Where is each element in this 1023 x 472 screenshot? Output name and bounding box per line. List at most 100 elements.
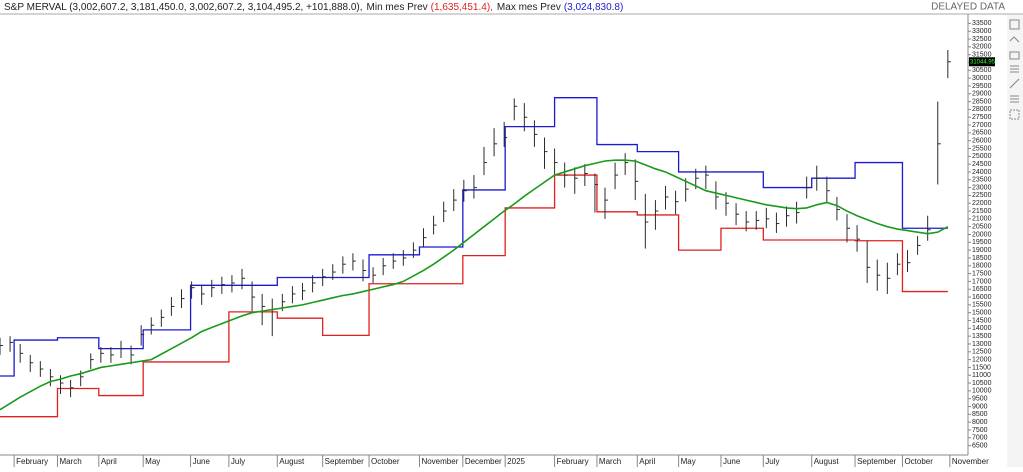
y-tick-label: 25000 — [972, 153, 992, 160]
tool-icon[interactable] — [1010, 95, 1019, 103]
x-tick-label: December — [465, 457, 502, 466]
x-tick-label: February — [16, 457, 48, 466]
toolbar-icons — [1009, 19, 1020, 120]
last-price-label: 31044.95 — [970, 59, 996, 65]
y-tick-label: 21000 — [972, 216, 992, 223]
y-tick-label: 17000 — [972, 278, 992, 285]
y-tick-label: 28500 — [972, 98, 992, 105]
y-tick-label: 25500 — [972, 145, 992, 152]
y-tick-label: 14000 — [972, 325, 992, 332]
y-tick-label: 33000 — [972, 28, 992, 35]
x-tick-label: August — [814, 457, 840, 466]
x-tick-label: November — [952, 457, 989, 466]
step-line — [0, 97, 948, 377]
last-price-box — [969, 57, 995, 67]
y-tick-label: 16000 — [972, 294, 992, 301]
x-tick-label: June — [193, 457, 211, 466]
y-tick-label: 20000 — [972, 231, 992, 238]
y-tick-label: 12500 — [972, 349, 992, 356]
y-tick-label: 29500 — [972, 83, 992, 90]
y-tick-label: 18500 — [972, 255, 992, 262]
y-tick-label: 13000 — [972, 341, 992, 348]
delayed-label: DELAYED DATA — [931, 2, 1005, 13]
y-tick-label: 21500 — [972, 208, 992, 215]
y-tick-label: 15000 — [972, 310, 992, 317]
tool-icon[interactable] — [1009, 78, 1020, 89]
y-tick-label: 22000 — [972, 200, 992, 207]
y-tick-label: 12000 — [972, 356, 992, 363]
y-tick-label: 33500 — [972, 20, 992, 27]
x-tick-label: August — [279, 457, 305, 466]
x-tick-label: May — [681, 457, 696, 466]
y-tick-label: 31500 — [972, 52, 992, 59]
legend-name: Max mes Prev — [497, 2, 561, 13]
x-tick-label: April — [101, 457, 117, 466]
y-tick-label: 10000 — [972, 388, 992, 395]
y-tick-label: 6500 — [972, 442, 988, 449]
legend-value: (1,635,451.4), — [431, 2, 493, 13]
y-tick-label: 26000 — [972, 138, 992, 145]
y-tick-label: 17500 — [972, 270, 992, 277]
legend-name: Min mes Prev — [367, 2, 428, 13]
x-tick-label: June — [723, 457, 741, 466]
header-text: S&P MERVAL (3,002,607.2, 3,181,450.0, 3,… — [4, 2, 623, 13]
y-tick-label: 7500 — [972, 427, 988, 434]
tool-icon[interactable] — [1009, 51, 1020, 60]
tool-icon[interactable] — [1009, 19, 1020, 30]
y-tick-label: 16500 — [972, 286, 992, 293]
y-tick-label: 24000 — [972, 169, 992, 176]
x-tick-label: October — [371, 457, 400, 466]
x-tick-label: March — [599, 457, 621, 466]
x-tick-label: April — [639, 457, 655, 466]
legend-value: (3,024,830.8) — [564, 2, 624, 13]
y-tick-label: 32500 — [972, 36, 992, 43]
x-tick-label: September — [325, 457, 364, 466]
x-tick-label: July — [765, 457, 779, 466]
tool-icon[interactable] — [1009, 36, 1020, 43]
y-tick-label: 10500 — [972, 380, 992, 387]
y-tick-label: 18000 — [972, 263, 992, 270]
y-tick-label: 19000 — [972, 247, 992, 254]
y-tick-label: 28000 — [972, 106, 992, 113]
y-tick-label: 23500 — [972, 177, 992, 184]
y-tick-label: 26500 — [972, 130, 992, 137]
x-tick-label: October — [904, 457, 933, 466]
y-tick-label: 32000 — [972, 44, 992, 51]
y-tick-label: 8000 — [972, 419, 988, 426]
y-tick-label: 23000 — [972, 184, 992, 191]
x-tick-label: February — [557, 457, 589, 466]
moving-average — [0, 159, 949, 411]
symbol: S&P MERVAL — [4, 2, 67, 13]
step-legend: Min mes Prev (1,635,451.4), Max mes Prev (3… — [367, 2, 624, 13]
quote: (3,002,607.2, 3,181,450.0, 3,002,607.2, … — [69, 2, 362, 13]
y-tick-label: 20500 — [972, 224, 992, 231]
y-tick-label: 9500 — [972, 396, 988, 403]
y-tick-label: 11500 — [972, 364, 991, 371]
step-line — [0, 174, 948, 418]
x-tick-label: 2025 — [507, 457, 525, 466]
y-tick-label: 19500 — [972, 239, 992, 246]
x-tick-label: September — [857, 457, 896, 466]
tool-icon[interactable] — [1010, 65, 1019, 73]
x-tick-label: July — [231, 457, 245, 466]
y-tick-label: 22500 — [972, 192, 992, 199]
x-tick-label: March — [59, 457, 81, 466]
y-tick-label: 7000 — [972, 435, 988, 442]
plot — [0, 49, 951, 418]
x-tick-label: November — [421, 457, 458, 466]
y-tick-label: 14500 — [972, 317, 992, 324]
y-tick-label: 30500 — [972, 67, 992, 74]
y-tick-label: 30000 — [972, 75, 992, 82]
y-tick-label: 27000 — [972, 122, 992, 129]
y-tick-label: 27500 — [972, 114, 992, 121]
y-tick-label: 24500 — [972, 161, 992, 168]
y-tick-label: 11000 — [972, 372, 991, 379]
y-tick-label: 13500 — [972, 333, 992, 340]
y-tick-label: 15500 — [972, 302, 992, 309]
tool-icon[interactable] — [1009, 109, 1020, 120]
x-tick-label: May — [145, 457, 160, 466]
header-bar — [0, 0, 1023, 14]
y-tick-label: 29000 — [972, 91, 992, 98]
